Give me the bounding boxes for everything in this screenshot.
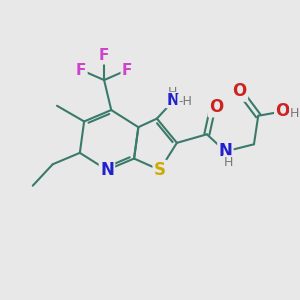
Text: -H: -H: [178, 95, 192, 108]
Text: F: F: [99, 48, 109, 63]
Text: H: H: [224, 156, 233, 169]
Text: N: N: [100, 161, 114, 179]
Text: H: H: [168, 85, 177, 99]
Text: H: H: [290, 107, 299, 120]
Text: N: N: [218, 142, 232, 160]
Text: N: N: [166, 93, 179, 108]
Text: F: F: [76, 63, 86, 78]
Text: O: O: [275, 103, 290, 121]
Text: F: F: [122, 63, 132, 78]
Text: O: O: [232, 82, 247, 100]
Text: S: S: [154, 161, 166, 179]
Text: O: O: [209, 98, 223, 116]
